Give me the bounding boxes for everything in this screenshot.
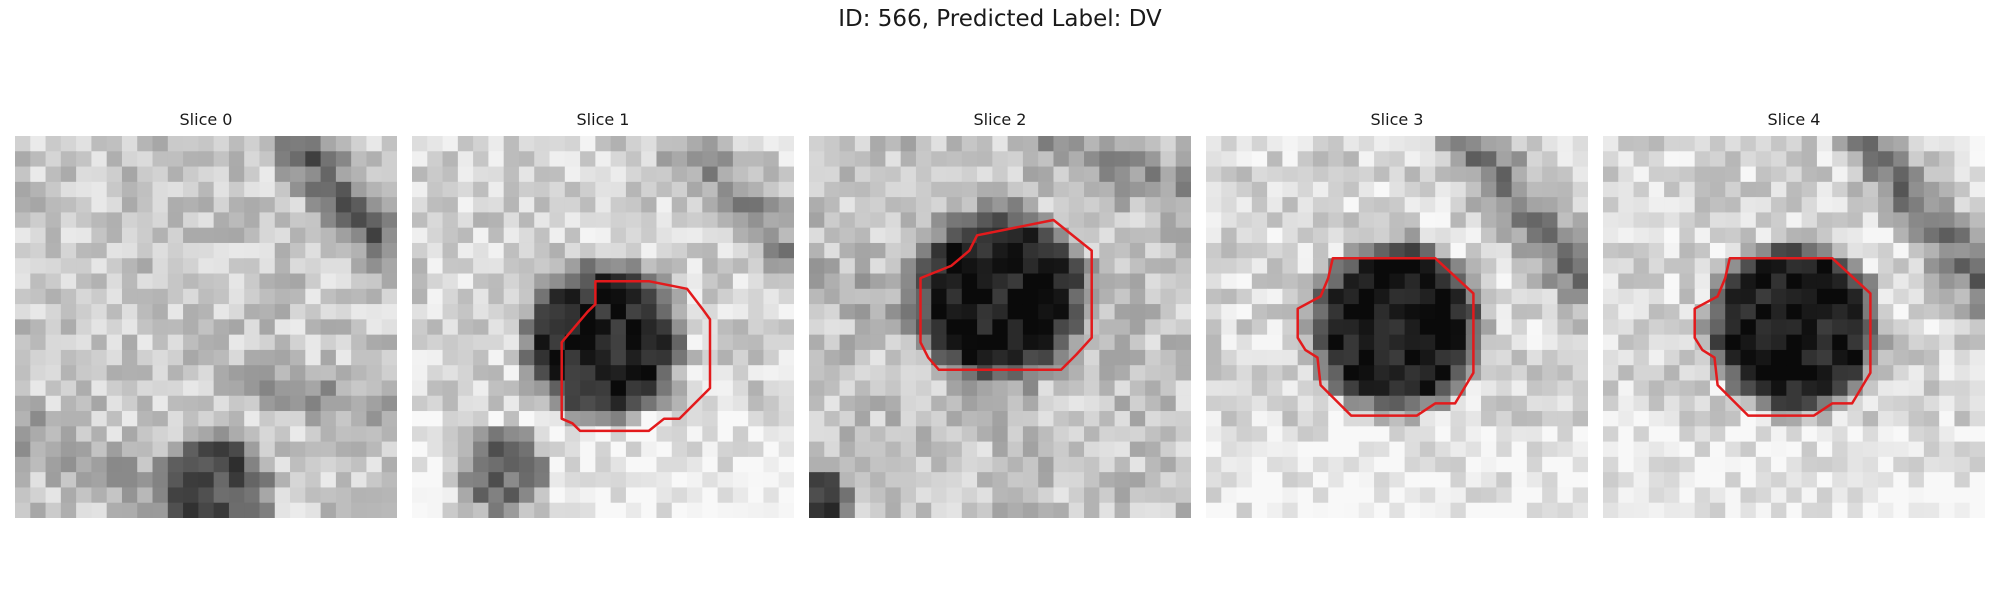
slice-panel-0: Slice 0 xyxy=(15,108,397,518)
slice-title-4: Slice 4 xyxy=(1767,110,1821,129)
slice-image-0 xyxy=(15,136,397,518)
slice-title-0: Slice 0 xyxy=(179,110,233,129)
slice-image-4 xyxy=(1603,136,1985,518)
slice-title-2: Slice 2 xyxy=(973,110,1027,129)
slice-title-3: Slice 3 xyxy=(1370,110,1424,129)
lesion-contour xyxy=(1296,256,1475,417)
slice-panel-1: Slice 1 xyxy=(412,108,794,518)
figure-title: ID: 566, Predicted Label: DV xyxy=(838,6,1162,32)
lesion-contour xyxy=(560,279,712,433)
slice-panel-3: Slice 3 xyxy=(1206,108,1588,518)
slice-title-1: Slice 1 xyxy=(576,110,630,129)
slice-panel-2: Slice 2 xyxy=(809,108,1191,518)
slice-image-3 xyxy=(1206,136,1588,518)
lesion-contour xyxy=(1693,256,1872,417)
slice-panel-4: Slice 4 xyxy=(1603,108,1985,518)
slice-image-1 xyxy=(412,136,794,518)
lesion-contour xyxy=(919,218,1093,372)
slice-image-2 xyxy=(809,136,1191,518)
